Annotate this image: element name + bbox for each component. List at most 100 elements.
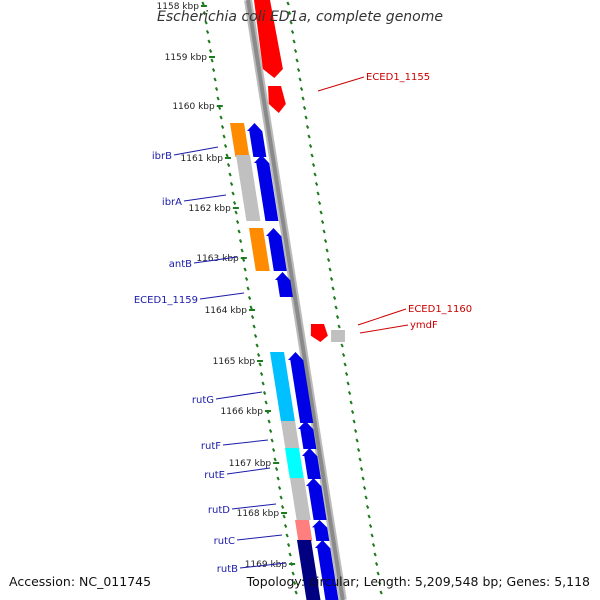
- tick: [219, 115, 223, 120]
- cog-bar: [249, 228, 270, 271]
- gene-leader-line: [317, 76, 365, 92]
- gene-forward-rutD: rutD: [208, 503, 277, 516]
- tick: [299, 87, 304, 91]
- tick: [216, 96, 220, 101]
- tick: [256, 353, 261, 357]
- gene-leader-line: [199, 292, 245, 300]
- tick: [290, 30, 295, 34]
- tick: [332, 296, 337, 300]
- gene-label: ECED1_1159: [134, 295, 198, 306]
- tick: [337, 324, 341, 329]
- tick: [296, 68, 301, 72]
- tick: [264, 400, 268, 405]
- tick: [225, 153, 229, 158]
- tick: [367, 514, 371, 519]
- tick: [335, 315, 340, 319]
- kbp-label: 1158 kbp: [157, 2, 200, 12]
- gene-leader-line: [173, 146, 219, 156]
- kbp-label: 1159 kbp: [165, 53, 208, 63]
- tick: [250, 315, 255, 319]
- gene-label: rutG: [192, 395, 214, 406]
- gene-leader-line: [357, 308, 407, 326]
- tick: [353, 429, 358, 433]
- gene-arrow: [288, 352, 314, 423]
- gene-forward-ibrA: ibrA: [162, 194, 227, 208]
- gene-arrow: [275, 272, 293, 297]
- tick: [273, 457, 277, 462]
- tick: [207, 39, 211, 44]
- gene-forward-rutB: rutB: [217, 562, 287, 575]
- gene-leader-line: [183, 194, 227, 202]
- tick: [343, 362, 347, 367]
- tick: [305, 125, 310, 129]
- gene-leader-line: [193, 256, 238, 264]
- tick: [271, 448, 276, 452]
- tick: [249, 305, 253, 310]
- tick: [232, 201, 237, 205]
- tick: [325, 248, 329, 253]
- tick: [361, 476, 365, 481]
- gene-leader-line: [239, 562, 287, 569]
- tick: [292, 581, 297, 585]
- tick: [356, 448, 361, 452]
- tick: [204, 20, 208, 25]
- gene-forward-rutF: rutF: [201, 439, 269, 452]
- tick: [210, 58, 214, 63]
- tick: [253, 334, 258, 338]
- gene-arrow: [254, 155, 279, 221]
- tick: [208, 49, 213, 53]
- kbp-label: 1167 kbp: [229, 459, 272, 469]
- cog-bar: [290, 478, 311, 520]
- backbone: [244, 0, 347, 600]
- kbp-label: 1166 kbp: [221, 407, 264, 417]
- tick: [370, 533, 374, 538]
- tick: [340, 343, 344, 348]
- gene-label: rutD: [208, 505, 230, 516]
- gene-arrow: [254, 0, 283, 78]
- tick: [261, 381, 265, 386]
- gene-label: ibrB: [152, 151, 172, 162]
- tick: [304, 115, 308, 120]
- tick: [301, 96, 305, 101]
- tick: [344, 372, 349, 376]
- tick: [262, 391, 267, 395]
- gene-arrow-fragment: [268, 86, 286, 113]
- tick: [222, 134, 226, 139]
- tick: [223, 144, 228, 148]
- genome-summary: Topology: circular; Length: 5,209,548 bp…: [246, 574, 590, 589]
- backbone-line: [246, 0, 345, 600]
- tick: [283, 524, 288, 528]
- tick: [310, 153, 314, 158]
- gene-label: rutB: [217, 564, 238, 575]
- cog-bar: [270, 352, 296, 423]
- gene-forward-ibrB: ibrB: [152, 146, 219, 162]
- tick: [379, 590, 383, 595]
- tick: [374, 562, 379, 566]
- gene-arrow: [266, 228, 287, 271]
- gene-label: rutE: [204, 470, 225, 481]
- kbp-label: 1160 kbp: [172, 102, 215, 112]
- tick: [234, 210, 238, 215]
- tick: [377, 581, 382, 585]
- tick: [252, 324, 256, 329]
- tick: [294, 590, 298, 595]
- gene-label: ibrA: [162, 197, 182, 208]
- kbp-label: 1161 kbp: [181, 154, 224, 164]
- kbp-label: 1164 kbp: [205, 306, 248, 316]
- tick: [362, 486, 367, 490]
- tick: [229, 182, 234, 186]
- tick: [213, 77, 217, 82]
- ticks-reverse: [286, 1, 383, 595]
- tick: [280, 505, 285, 509]
- tick: [288, 552, 292, 557]
- cog-bar: [230, 123, 250, 157]
- tick: [282, 514, 286, 519]
- tick: [274, 467, 279, 471]
- tick: [346, 381, 350, 386]
- tick: [308, 144, 313, 148]
- gene-leader-line: [236, 534, 283, 541]
- tick: [287, 11, 292, 15]
- tick: [279, 495, 283, 500]
- tick: [313, 172, 317, 177]
